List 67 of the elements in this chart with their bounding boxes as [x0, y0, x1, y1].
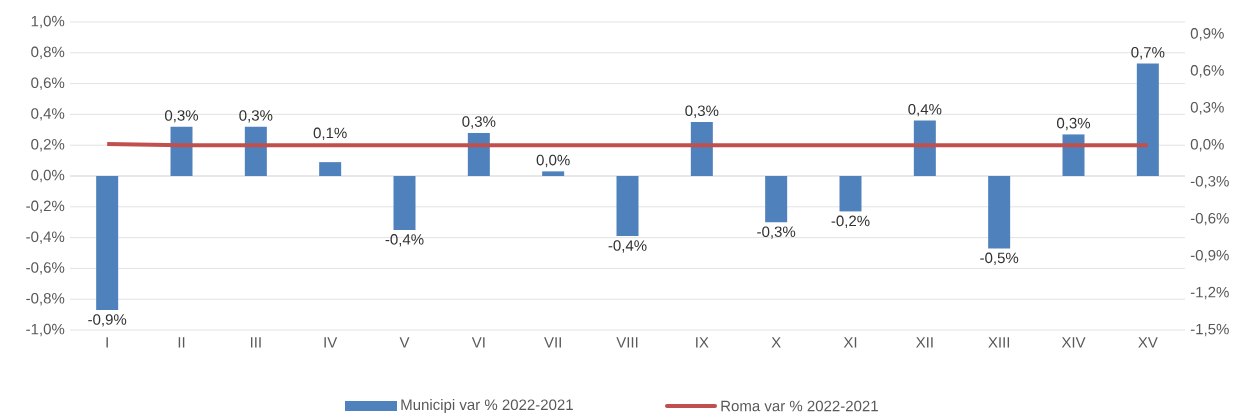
y2-tick-label: 0,0% — [1190, 139, 1224, 152]
x-tick-label: IX — [696, 337, 709, 348]
y-tick-label: -1,0% — [26, 323, 65, 337]
x-tick-label: XIV — [1061, 337, 1086, 348]
data-label: 0,3% — [462, 116, 496, 129]
data-label: 0,1% — [313, 127, 347, 140]
y2-tick-label: -0,3% — [1190, 175, 1229, 189]
bar — [96, 176, 119, 310]
x-tick-label: I — [106, 337, 108, 348]
bar — [765, 176, 788, 223]
data-label: -0,2% — [831, 215, 870, 229]
bar — [542, 171, 565, 176]
x-tick-label: VI — [471, 337, 485, 348]
bar — [170, 126, 193, 176]
y-tick-label: 0,8% — [31, 46, 65, 59]
data-label: 0,3% — [165, 110, 199, 123]
data-label: -0,5% — [980, 252, 1019, 265]
y2-tick-label: -1,5% — [1190, 323, 1229, 337]
bar — [839, 176, 862, 212]
bar — [319, 162, 342, 176]
x-tick-label: IV — [324, 337, 338, 348]
data-label: -0,9% — [88, 314, 127, 327]
bar — [1062, 134, 1085, 176]
x-tick-label: XII — [916, 337, 933, 348]
legend-label: Roma var % 2022-2021 — [721, 400, 878, 412]
x-tick-label: XIII — [988, 337, 1010, 348]
y2-tick-label: -1,2% — [1190, 286, 1229, 300]
data-label: 0,3% — [239, 110, 273, 123]
bar — [690, 122, 713, 176]
y-tick-label: -0,6% — [26, 262, 65, 275]
bar — [244, 126, 267, 176]
bar — [913, 120, 936, 176]
data-label: 0,3% — [685, 105, 719, 118]
y2-tick-label: -0,9% — [1190, 249, 1229, 263]
x-tick-label: XV — [1138, 337, 1158, 348]
bar — [467, 132, 490, 176]
x-tick-label: V — [399, 337, 410, 348]
y2-tick-label: 0,9% — [1190, 28, 1224, 41]
data-label: 0,0% — [536, 154, 570, 168]
y-tick-label: -0,2% — [26, 200, 65, 213]
x-tick-label: VII — [544, 337, 561, 348]
x-tick-label: III — [250, 337, 261, 348]
y-tick-label: -0,4% — [26, 231, 65, 244]
data-label: -0,3% — [757, 226, 796, 239]
bar — [1136, 63, 1159, 176]
y2-tick-label: 0,3% — [1190, 102, 1224, 115]
bar — [616, 176, 639, 237]
y-tick-label: 0,0% — [31, 169, 65, 183]
legend-label: Municipi var % 2022-2021 — [401, 399, 573, 413]
y-tick-label: 0,6% — [31, 77, 65, 90]
bar — [988, 176, 1011, 249]
data-label: 0,3% — [1057, 117, 1091, 131]
data-label: -0,4% — [608, 240, 647, 253]
y2-tick-label: 0,6% — [1190, 65, 1224, 78]
y-tick-label: 0,4% — [31, 108, 65, 121]
bar — [393, 176, 416, 230]
data-label: 0,4% — [908, 103, 942, 117]
x-tick-label: X — [771, 337, 781, 348]
x-tick-label: XI — [843, 337, 857, 348]
y-tick-label: -0,8% — [26, 293, 65, 306]
y-tick-label: 0,2% — [31, 139, 65, 152]
data-label: 0,7% — [1131, 46, 1165, 60]
y-tick-label: 1,0% — [31, 15, 65, 29]
x-tick-label: II — [178, 337, 185, 348]
data-label: -0,4% — [385, 234, 424, 247]
x-tick-label: VIII — [616, 337, 638, 348]
y2-tick-label: -0,6% — [1190, 212, 1229, 226]
